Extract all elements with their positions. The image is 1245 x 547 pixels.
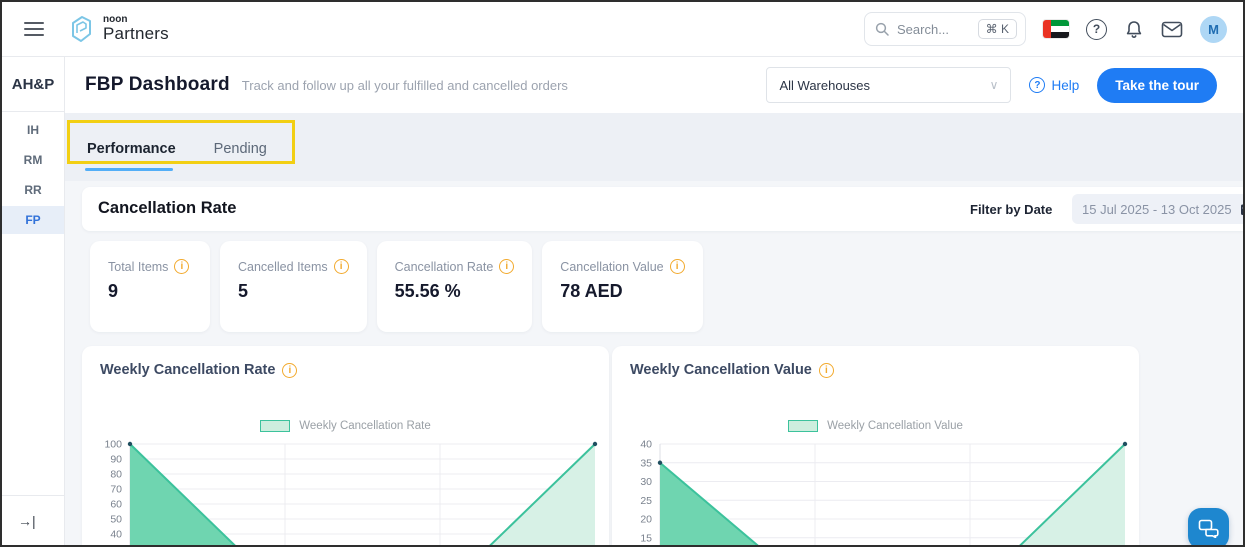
svg-text:80: 80 [110,469,122,481]
svg-text:40: 40 [110,529,122,541]
stats-row: Total Items i 9 Cancelled Items i 5 Canc… [90,241,703,332]
stat-label: Cancelled Items [238,259,328,274]
svg-text:30: 30 [640,476,652,488]
tab-performance[interactable]: Performance [87,141,176,157]
page-title: FBP Dashboard [85,74,230,95]
sidebar-item-rr[interactable]: RR [24,183,42,197]
filter-by-date-label: Filter by Date [970,202,1053,217]
sidebar-item-fp[interactable]: FP [2,206,64,234]
legend-swatch [260,420,291,432]
active-tab-underline [85,168,173,171]
chart-title: Weekly Cancellation Value [630,362,812,378]
info-icon[interactable]: i [669,259,685,274]
cancellation-rate-section-header: Cancellation Rate Filter by Date 15 Jul … [82,187,1243,231]
svg-text:50: 50 [110,514,122,526]
svg-text:70: 70 [110,484,122,496]
mail-envelope-icon[interactable] [1161,21,1183,38]
stat-value: 9 [108,281,119,301]
svg-text:35: 35 [640,457,652,469]
svg-text:25: 25 [640,495,652,507]
sidebar-collapse-button[interactable]: →| [2,495,64,545]
stat-label: Total Items [108,259,169,274]
date-range-picker[interactable]: 15 Jul 2025 - 13 Oct 2025 [1072,194,1243,224]
svg-text:20: 20 [640,514,652,526]
stat-label: Cancellation Value [560,259,664,274]
search-input[interactable] [897,21,970,37]
weekly-cancellation-value-chart-card: 40 35 30 25 20 15 Weekly Cancellation Value i… [612,346,1139,545]
noon-partners-logo[interactable]: noon Partners [66,14,169,44]
sidebar: AH&P IH RM RR FP →| [2,57,65,545]
noon-logo-icon [72,16,91,42]
stat-value: 78 AED [560,281,623,301]
svg-text:90: 90 [110,454,122,466]
notifications-bell-icon[interactable] [1124,19,1144,40]
uae-flag-icon[interactable] [1043,20,1069,38]
legend-label: Weekly Cancellation Rate [299,420,431,432]
chart-legend: Weekly Cancellation Value [612,420,1139,432]
info-icon[interactable]: i [174,259,190,274]
main-content: FBP Dashboard Track and follow up all yo… [65,57,1243,545]
help-question-icon: ? [1029,77,1046,93]
hamburger-menu-icon[interactable] [24,22,44,36]
area-chart: 100 90 80 70 60 50 40 [104,439,598,545]
take-the-tour-button[interactable]: Take the tour [1097,67,1217,103]
stat-card-cancellation-rate: Cancellation Rate i 55.56 % [376,241,533,332]
section-title: Cancellation Rate [98,199,237,217]
search-icon [875,22,889,36]
svg-text:100: 100 [104,439,122,451]
top-bar: noon Partners ⌘ K ? [2,2,1243,57]
svg-text:60: 60 [110,499,122,511]
legend-label: Weekly Cancellation Value [827,420,963,432]
weekly-cancellation-rate-chart-card: 100 90 80 70 60 50 40 Weekly Cancellation Rate… [82,346,609,545]
tabs-bar: Performance Pending [65,113,1243,181]
search-box[interactable]: ⌘ K [864,12,1026,46]
info-icon[interactable]: i [499,259,515,274]
info-icon[interactable]: i [282,362,298,378]
stat-card-cancellation-value: Cancellation Value i 78 AED [542,241,703,332]
info-icon[interactable]: i [333,259,349,274]
svg-text:40: 40 [640,439,652,451]
collapse-arrow-icon: →| [18,512,36,529]
user-avatar[interactable]: M [1200,15,1227,43]
search-shortcut-badge: ⌘ K [977,19,1017,39]
chart-title: Weekly Cancellation Rate [100,362,276,378]
help-link-label: Help [1051,77,1080,93]
stat-card-cancelled-items: Cancelled Items i 5 [220,241,367,332]
legend-swatch [788,420,819,432]
info-icon[interactable]: i [818,362,834,378]
chevron-down-icon: ∨ [989,78,999,92]
chat-support-button[interactable] [1188,508,1229,545]
svg-text:15: 15 [640,532,652,544]
help-link[interactable]: ? Help [1029,77,1079,93]
stat-value: 55.56 % [394,281,461,301]
stat-card-total-items: Total Items i 9 [90,241,210,332]
page-header: FBP Dashboard Track and follow up all yo… [65,57,1243,113]
warehouse-select[interactable]: All Warehouses ∨ [766,67,1012,103]
stat-value: 5 [238,281,249,301]
date-range-value: 15 Jul 2025 - 13 Oct 2025 [1082,201,1232,217]
chart-legend: Weekly Cancellation Rate [82,420,609,432]
chat-bubbles-icon [1198,519,1219,538]
help-circle-icon[interactable]: ? [1086,18,1107,40]
area-chart: 40 35 30 25 20 15 [640,439,1128,545]
sidebar-item-rm[interactable]: RM [23,153,43,167]
page-subtitle: Track and follow up all your fulfilled a… [241,77,568,93]
tab-pending[interactable]: Pending [213,141,267,157]
sidebar-item-ih[interactable]: IH [27,123,39,137]
warehouse-select-value: All Warehouses [779,77,871,93]
sidebar-org-label: AH&P [2,57,64,112]
calendar-icon [1240,202,1243,215]
logo-noon-text: noon [103,14,128,25]
stat-label: Cancellation Rate [394,259,494,274]
logo-partners-text: Partners [103,24,169,43]
